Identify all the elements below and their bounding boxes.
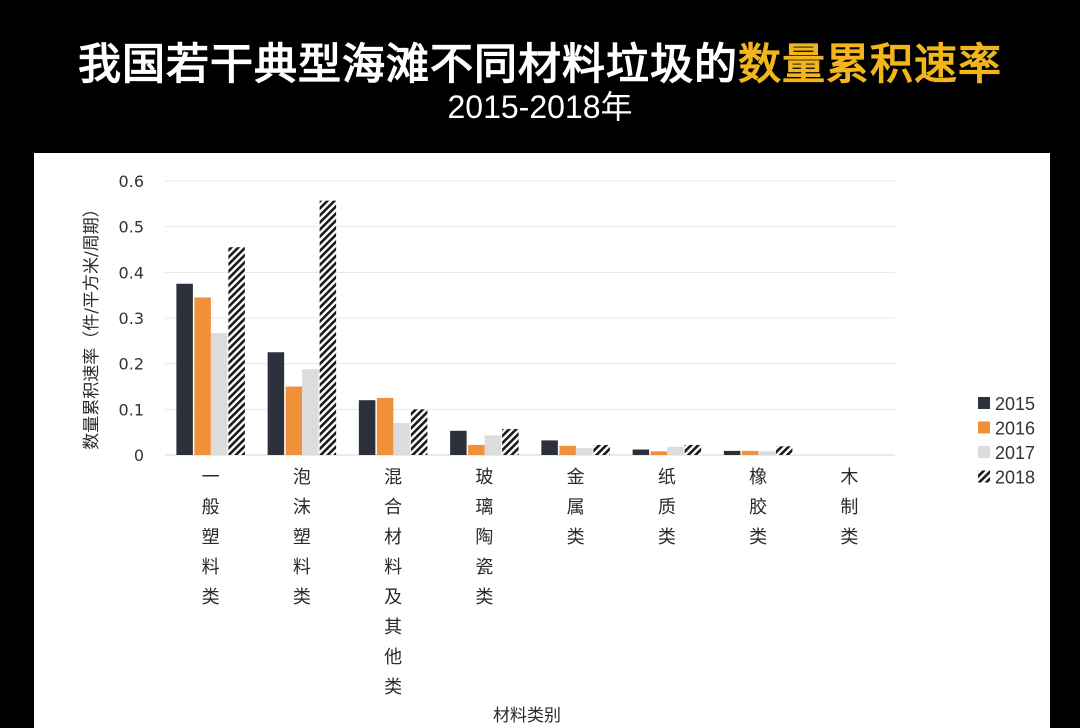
x-axis-title: 材料类别 [493,706,561,726]
x-tick-label: 混合材料及其他类 [384,467,402,698]
bar-chart: 0 0.1 0.2 0.3 0.4 0.5 0.6 一般塑料类 泡沫塑料类 混合材料及其他类 玻璃… [82,172,1035,726]
legend: 2015 2016 2017 2018 [978,394,1035,488]
x-tick-label: 金属类 [567,467,585,548]
chart-title: 我国若干典型海滩不同材料垃圾的数量累积速率 [0,30,1080,92]
title-highlight: 数量累积速率 [738,40,1002,90]
bar-2017 [758,451,775,455]
legend-label-2015: 2015 [995,394,1035,414]
title-main: 我国若干典型海滩不同材料垃圾的 [78,40,738,90]
bar-2018 [684,444,702,455]
y-tick-label: 0 [134,446,144,465]
bar-2015 [723,450,741,455]
x-tick-label: 玻璃陶瓷类 [475,467,493,608]
legend-swatch-2017 [978,446,990,458]
legend-label-2018: 2018 [995,468,1035,488]
bar-2015 [450,430,467,455]
bar-2017 [393,423,410,455]
bar-2016 [559,445,576,455]
bar-2017 [302,369,319,455]
bar-2018 [593,444,610,455]
bar-2018 [319,200,337,455]
bar-2015 [632,449,650,455]
legend-swatch-2015 [978,397,990,409]
y-tick-label: 0.6 [119,172,144,191]
y-axis-title: 数量累积速率（件/平方米/周期） [82,200,102,449]
y-tick-label: 0.1 [119,400,144,419]
legend-label-2017: 2017 [995,443,1035,463]
legend-label-2016: 2016 [995,419,1035,439]
bar-2016 [285,386,303,455]
x-axis-labels: 一般塑料类 泡沫塑料类 混合材料及其他类 玻璃陶瓷类 金属类 纸质类 橡胶类 木制类 [202,467,859,698]
x-tick-label: 一般塑料类 [202,467,220,608]
legend-swatch-2018 [978,470,990,483]
bar-2017 [210,333,228,455]
y-axis-ticks: 0 0.1 0.2 0.3 0.4 0.5 0.6 [119,172,144,465]
bar-2015 [541,440,558,455]
bar-2018 [502,428,519,455]
y-tick-label: 0.2 [119,355,144,374]
bar-2015 [176,283,193,455]
bar-2017 [667,446,684,455]
bar-2017 [575,448,593,455]
x-tick-label: 纸质类 [658,467,676,548]
bar-2016 [194,297,211,455]
bar-2018 [410,409,428,455]
x-tick-label: 泡沫塑料类 [293,467,311,608]
bar-2016 [741,450,759,455]
bar-2017 [484,435,502,455]
bar-2018 [228,247,245,455]
x-tick-label: 橡胶类 [749,467,767,548]
y-tick-label: 0.3 [119,309,144,328]
legend-swatch-2016 [978,421,990,434]
y-tick-label: 0.4 [119,263,144,282]
bar-2018 [775,446,793,455]
x-tick-label: 木制类 [840,467,858,548]
bar-2015 [358,400,376,455]
chart-subtitle: 2015-2018年 [447,89,633,125]
chart-panel: 0 0.1 0.2 0.3 0.4 0.5 0.6 一般塑料类 泡沫塑料类 混合材料及其他类 玻璃… [34,153,1050,728]
bar-2015 [267,352,285,455]
bars [176,200,793,455]
y-tick-label: 0.5 [119,218,144,237]
bar-2016 [376,397,394,455]
bar-2016 [650,451,668,455]
bar-2016 [468,444,485,455]
